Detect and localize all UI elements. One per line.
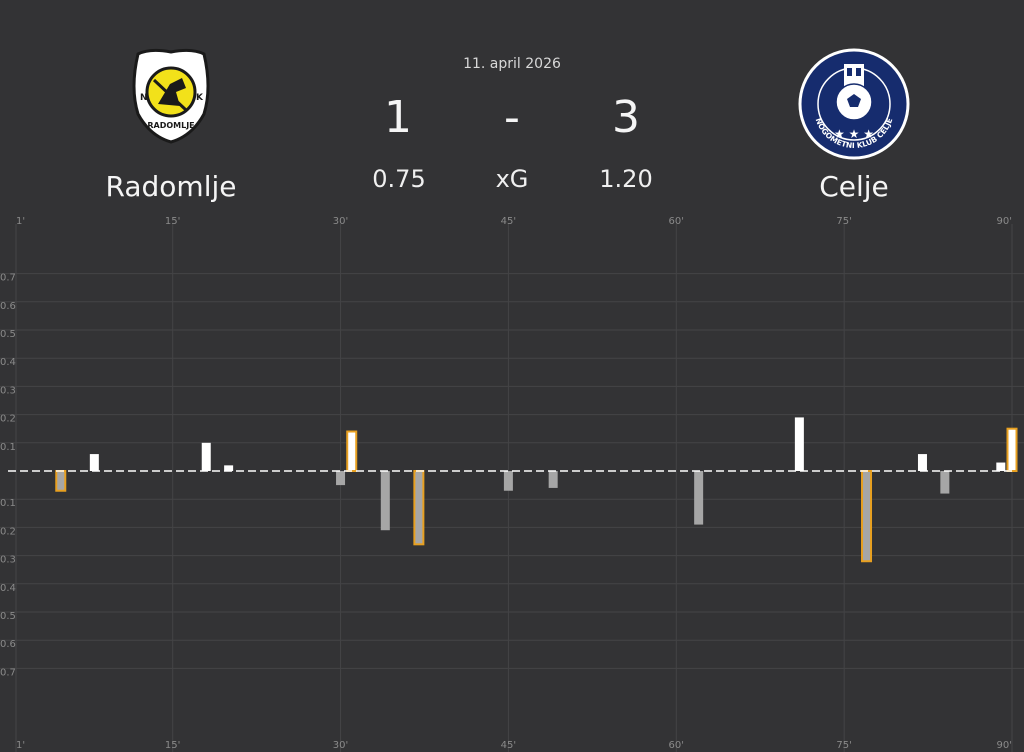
x-tick-label-top: 90' <box>997 216 1012 227</box>
home-score: 1 <box>384 92 412 143</box>
shot-bar-away <box>224 465 234 471</box>
shot-bar-away <box>1006 427 1018 472</box>
shot-bar-home <box>413 470 425 546</box>
home-logo-emblem <box>158 78 186 106</box>
home-logo-letter-k: K <box>196 93 204 103</box>
y-tick-label: 0.6 <box>0 639 16 650</box>
away-score: 3 <box>612 92 640 143</box>
home-team-name: Radomlje <box>105 170 237 203</box>
shot-bar-away <box>996 462 1006 471</box>
x-tick-label-top: 60' <box>669 216 684 227</box>
shot-bar-home <box>503 471 513 491</box>
shot-bar-home <box>548 471 558 488</box>
y-tick-label: 0.2 <box>0 414 16 425</box>
home-logo-text: RADOMLJE <box>147 121 194 130</box>
shot-bar-away <box>89 454 99 471</box>
y-tick-label: 0.6 <box>0 301 16 312</box>
match-date: 11. april 2026 <box>463 56 561 72</box>
x-tick-label-top: 75' <box>836 216 851 227</box>
y-tick-label: 0.1 <box>0 442 16 453</box>
y-tick-label: 0.5 <box>0 611 16 622</box>
x-tick-label-bottom: 45' <box>501 740 516 751</box>
x-tick-label-bottom: 1' <box>16 740 25 751</box>
shot-bar-home <box>861 470 873 563</box>
x-tick-label-top: 45' <box>501 216 516 227</box>
away-team-name: Celje <box>819 170 889 203</box>
home-team-logo: N K RADOMLJE <box>132 48 210 144</box>
y-tick-label: 0.4 <box>0 357 16 368</box>
y-tick-label: 0.3 <box>0 385 16 396</box>
away-xg: 1.20 <box>599 165 653 193</box>
shot-bar-away <box>346 430 358 473</box>
shot-bar-home <box>380 471 390 531</box>
y-tick-label: 0.7 <box>0 273 16 284</box>
xg-timeline-chart: 1' 1' 15' 15' 30' 30' 45' 45' 60' 60' 75' 75' 90' 90'… <box>0 216 1024 752</box>
shot-bar-home <box>940 471 950 494</box>
shot-bar-home <box>694 471 704 525</box>
home-logo-arrow <box>152 78 188 112</box>
score-separator: - <box>504 92 520 143</box>
x-tick-label-bottom: 15' <box>165 740 180 751</box>
y-tick-label: 0.7 <box>0 667 16 678</box>
x-tick-label-top: 1' <box>16 216 25 227</box>
away-team-logo: ★ ★ ★ NOGOMETNI KLUB CELJE <box>798 48 910 160</box>
y-tick-label: 0.4 <box>0 583 16 594</box>
x-tick-label-top: 30' <box>333 216 348 227</box>
y-tick-label: 0.3 <box>0 555 16 566</box>
xg-label: xG <box>495 165 529 193</box>
shot-bar-away <box>201 442 211 471</box>
home-xg: 0.75 <box>372 165 426 193</box>
x-tick-label-top: 15' <box>165 216 180 227</box>
shot-bar-home <box>336 471 346 486</box>
shot-bar-away <box>794 417 804 471</box>
shot-bar-home <box>55 470 67 492</box>
y-tick-label: 0.1 <box>0 498 16 509</box>
home-logo-letter-n: N <box>140 93 148 103</box>
away-logo-stars: ★ ★ ★ <box>834 127 874 141</box>
shot-bar-away <box>917 454 927 471</box>
x-tick-label-bottom: 30' <box>333 740 348 751</box>
x-tick-label-bottom: 75' <box>836 740 851 751</box>
y-tick-label: 0.5 <box>0 329 16 340</box>
y-tick-label: 0.2 <box>0 526 16 537</box>
x-tick-label-bottom: 90' <box>997 740 1012 751</box>
x-tick-label-bottom: 60' <box>669 740 684 751</box>
